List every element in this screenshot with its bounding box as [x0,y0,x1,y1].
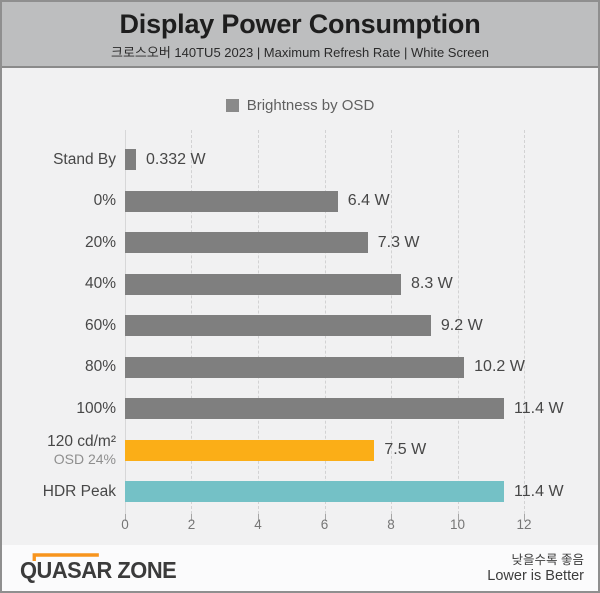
chart-row: Stand By 0.332 W [2,139,598,181]
value-label: 0.332 W [146,150,206,168]
logo-text: QUASAR ZONE [20,557,177,583]
chart-title: Display Power Consumption [119,9,481,39]
value-label: 8.3 W [410,275,453,293]
category-label: 60% [84,316,116,334]
bar-rows: Stand By 0.332 W 0% 6.4 W 20% [2,139,598,513]
chart-row: HDR Peak 11.4 W [2,471,598,513]
note-english: Lower is Better [487,567,584,584]
bar [125,439,375,461]
bar [125,232,368,254]
bar [125,273,401,295]
gridline [524,130,525,514]
category-label: 120 cd/m² [47,433,116,451]
logo-accent-icon [32,553,99,561]
chart-subtitle: 크로스오버 140TU5 2023 | Maximum Refresh Rate… [111,45,489,60]
category-label: Stand By [53,150,116,168]
category-sublabel: OSD 24% [53,451,116,468]
x-axis: 0 2 4 6 8 10 12 [121,517,531,535]
x-tick-mark [257,514,259,521]
legend-swatch-icon [225,99,239,112]
bar [125,190,338,212]
chart-row: 40% 8.3 W [2,264,598,306]
chart-row: 80% 10.2 W [2,347,598,389]
bar [125,481,505,503]
value-label: 6.4 W [347,192,390,210]
bar [125,315,431,337]
value-label: 11.4 W [514,399,564,417]
x-tick-label: 4 [254,517,262,532]
x-tick-label: 6 [320,517,329,532]
chart-legend: Brightness by OSD [2,97,598,114]
value-label: 11.4 W [514,482,564,500]
category-label: 40% [84,275,116,293]
x-tick-mark [191,514,193,521]
x-tick-label: 8 [387,517,395,532]
bar [125,356,465,378]
category-label: 20% [84,233,116,251]
category-label: HDR Peak [42,482,116,500]
x-tick-mark [524,514,525,521]
x-tick-label: 2 [187,517,196,532]
x-tick-mark [324,514,326,521]
value-label: 7.3 W [377,233,420,251]
gridline [457,130,459,514]
legend-label: Brightness by OSD [246,97,375,114]
value-label: 9.2 W [440,316,483,334]
category-label: 80% [84,358,116,376]
chart-row: 20% 7.3 W [2,222,598,264]
lower-is-better-note: 낮을수록 좋음 Lower is Better [487,551,584,585]
value-label: 10.2 W [474,358,525,376]
x-tick-label: 12 [516,517,532,532]
x-tick-label: 10 [449,517,466,532]
x-tick-mark [125,514,126,521]
x-tick-label: 0 [121,517,129,532]
bar [125,149,137,171]
note-korean: 낮을수록 좋음 [511,552,584,567]
value-label: 7.5 W [384,441,427,459]
chart-header: Display Power Consumption 크로스오버 140TU5 2… [2,2,598,68]
chart-row: 100% 11.4 W [2,388,598,430]
x-tick-mark [390,514,392,521]
bar [125,398,505,420]
chart-footer: QUASAR ZONE 낮을수록 좋음 Lower is Better [2,545,598,591]
chart-row: 60% 9.2 W [2,305,598,347]
x-tick-mark [457,514,459,521]
category-label: 0% [93,192,116,210]
quasarzone-logo: QUASAR ZONE [20,552,177,584]
chart-row: 0% 6.4 W [2,181,598,223]
chart-row: 120 cd/m² OSD 24% 7.5 W [2,430,598,472]
category-label: 100% [76,399,116,417]
